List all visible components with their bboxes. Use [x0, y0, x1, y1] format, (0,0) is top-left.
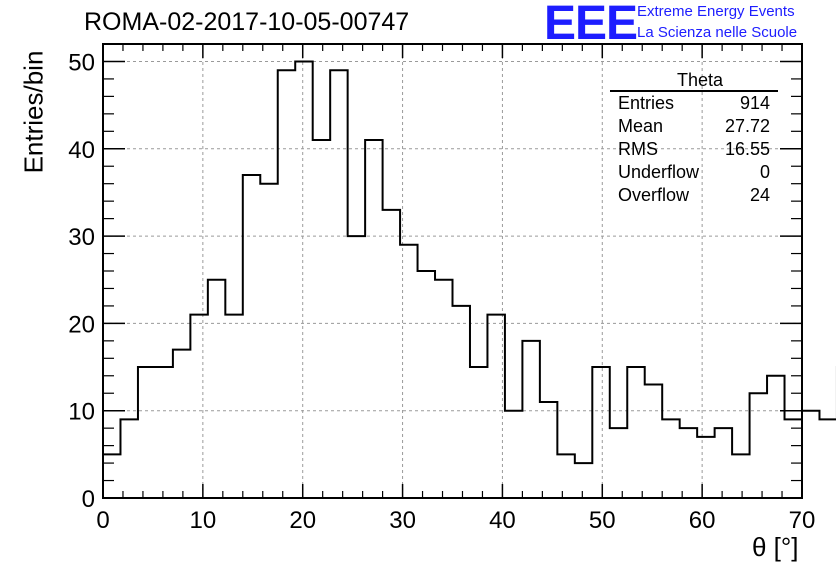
stat-value: 16.55	[724, 139, 770, 159]
histogram-bin	[418, 271, 435, 498]
histogram-bin	[487, 315, 504, 498]
stat-value: 914	[739, 93, 770, 113]
histogram-bin	[190, 315, 207, 498]
histogram-bin	[103, 454, 120, 498]
x-axis-label: θ [°]	[752, 532, 799, 562]
y-tick-labels: 0 10 20 30 40 50	[68, 49, 95, 513]
stats-title: Theta	[610, 70, 778, 92]
histogram-bin	[208, 280, 225, 498]
histogram-bin	[348, 236, 365, 498]
histogram-bin	[470, 367, 487, 498]
stat-row-underflow: Underflow 0	[610, 161, 778, 184]
stat-row-rms: RMS 16.55	[610, 138, 778, 161]
y-tick-label: 30	[68, 224, 95, 251]
histogram-bin	[505, 411, 522, 498]
histogram-bin	[802, 411, 819, 498]
histogram-bin	[155, 367, 172, 498]
x-tick-label: 40	[489, 507, 516, 534]
histogram-outline	[102, 60, 836, 498]
histogram-bin	[680, 428, 697, 498]
histogram-bin	[383, 210, 400, 498]
x-tick-label: 70	[789, 507, 816, 534]
run-title: ROMA-02-2017-10-05-00747	[84, 8, 410, 36]
stat-value: 27.72	[724, 116, 770, 136]
histogram-bin	[295, 61, 312, 498]
x-tick-label: 20	[289, 507, 316, 534]
x-tick-label: 0	[96, 507, 109, 534]
stat-value: 0	[759, 162, 770, 182]
histogram-bin	[365, 140, 382, 498]
histogram-bin	[767, 376, 784, 498]
histogram-bin	[592, 367, 609, 498]
x-tick-label: 30	[389, 507, 416, 534]
x-tick-labels: 0 10 20 30 40 50 60 70	[96, 507, 815, 534]
histogram-bin	[138, 367, 155, 498]
x-tick-label: 10	[190, 507, 217, 534]
histogram-bin	[330, 70, 347, 498]
histogram-bin	[120, 419, 137, 498]
stat-row-entries: Entries 914	[610, 92, 778, 115]
stat-row-overflow: Overflow 24	[610, 184, 778, 207]
histogram-bin	[662, 419, 679, 498]
y-tick-label: 0	[82, 486, 95, 513]
x-tick-label: 60	[689, 507, 716, 534]
histogram-bin	[715, 428, 732, 498]
histogram-bin	[260, 184, 277, 498]
histogram-bin	[645, 385, 662, 499]
histogram-bin	[627, 367, 644, 498]
stat-label: Mean	[618, 116, 664, 136]
histogram-bin	[732, 454, 749, 498]
histogram-bin	[278, 70, 295, 498]
histogram-bin	[610, 428, 627, 498]
stat-row-mean: Mean 27.72	[610, 115, 778, 138]
histogram-bin	[225, 315, 242, 498]
stat-label: Underflow	[618, 162, 700, 182]
histogram-bin	[453, 306, 470, 498]
histogram-bin	[785, 419, 802, 498]
stat-value: 24	[749, 185, 770, 205]
histogram-bin	[540, 402, 557, 498]
x-tick-label: 50	[589, 507, 616, 534]
eee-logo: EEE	[544, 0, 638, 50]
histogram-bin	[522, 341, 539, 498]
logo-tagline-1: Extreme Energy Events	[637, 3, 795, 20]
y-tick-label: 40	[68, 137, 95, 164]
stat-label: RMS	[618, 139, 658, 159]
histogram-bin	[697, 437, 714, 498]
histogram-bin	[819, 419, 836, 498]
histogram-bin	[557, 454, 574, 498]
stats-box: Theta Entries 914 Mean 27.72 RMS 16.55 U…	[610, 70, 778, 207]
stat-label: Entries	[618, 93, 675, 113]
y-tick-label: 10	[68, 399, 95, 426]
y-tick-label: 50	[68, 49, 95, 76]
histogram-bin	[750, 393, 767, 498]
histogram-bin	[435, 280, 452, 498]
histogram-bin	[575, 463, 592, 498]
grid-lines	[103, 44, 802, 498]
y-axis-label: Entries/bin	[18, 50, 49, 174]
y-tick-label: 20	[68, 311, 95, 338]
plot-frame	[102, 43, 803, 499]
histogram-bin	[313, 140, 330, 498]
histogram-bin	[400, 245, 417, 498]
stat-label: Overflow	[618, 185, 690, 205]
histogram-bin	[243, 175, 260, 498]
histogram-bin	[173, 350, 190, 498]
logo-tagline-2: La Scienza nelle Scuole	[637, 24, 798, 41]
